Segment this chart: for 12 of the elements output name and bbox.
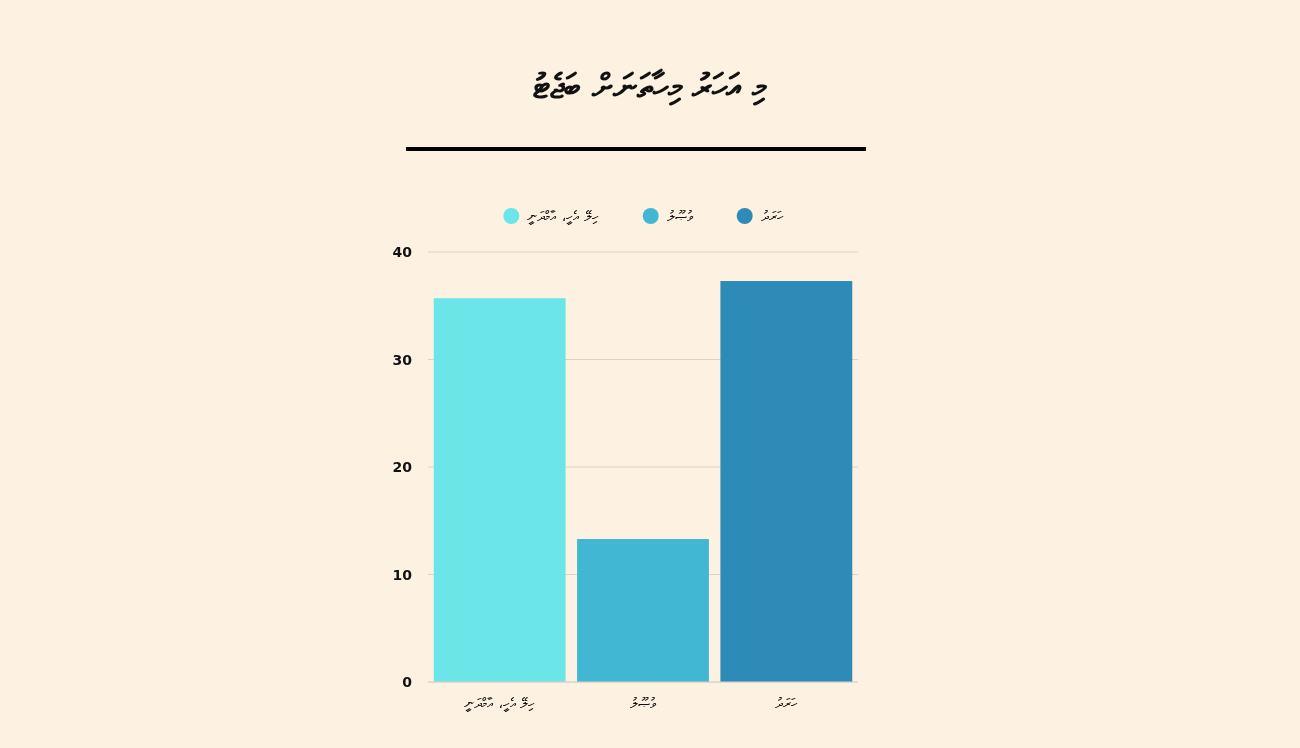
y-tick-label: 0 xyxy=(402,674,413,690)
y-tick-label: 40 xyxy=(392,244,413,260)
y-tick-label: 20 xyxy=(392,459,413,475)
x-tick-label: ވުޞޫލު xyxy=(630,695,657,711)
legend-label: ވުޞޫލު xyxy=(666,208,694,224)
y-tick-label: 30 xyxy=(392,351,413,368)
x-tick-label: ހަރަދު xyxy=(775,695,799,711)
x-tick-label: ހިލޭ އެހީ، އާމްދަނީ xyxy=(463,695,536,712)
legend-label: ހަރަދު xyxy=(760,208,784,224)
legend-label: ހިލޭ އެހީ، އާމްދަނީ xyxy=(527,208,599,225)
y-tick-label: 10 xyxy=(392,566,413,583)
chart-title: މި އަހަރު މިހާތަނަށް ބަޖެޓު xyxy=(532,66,769,106)
